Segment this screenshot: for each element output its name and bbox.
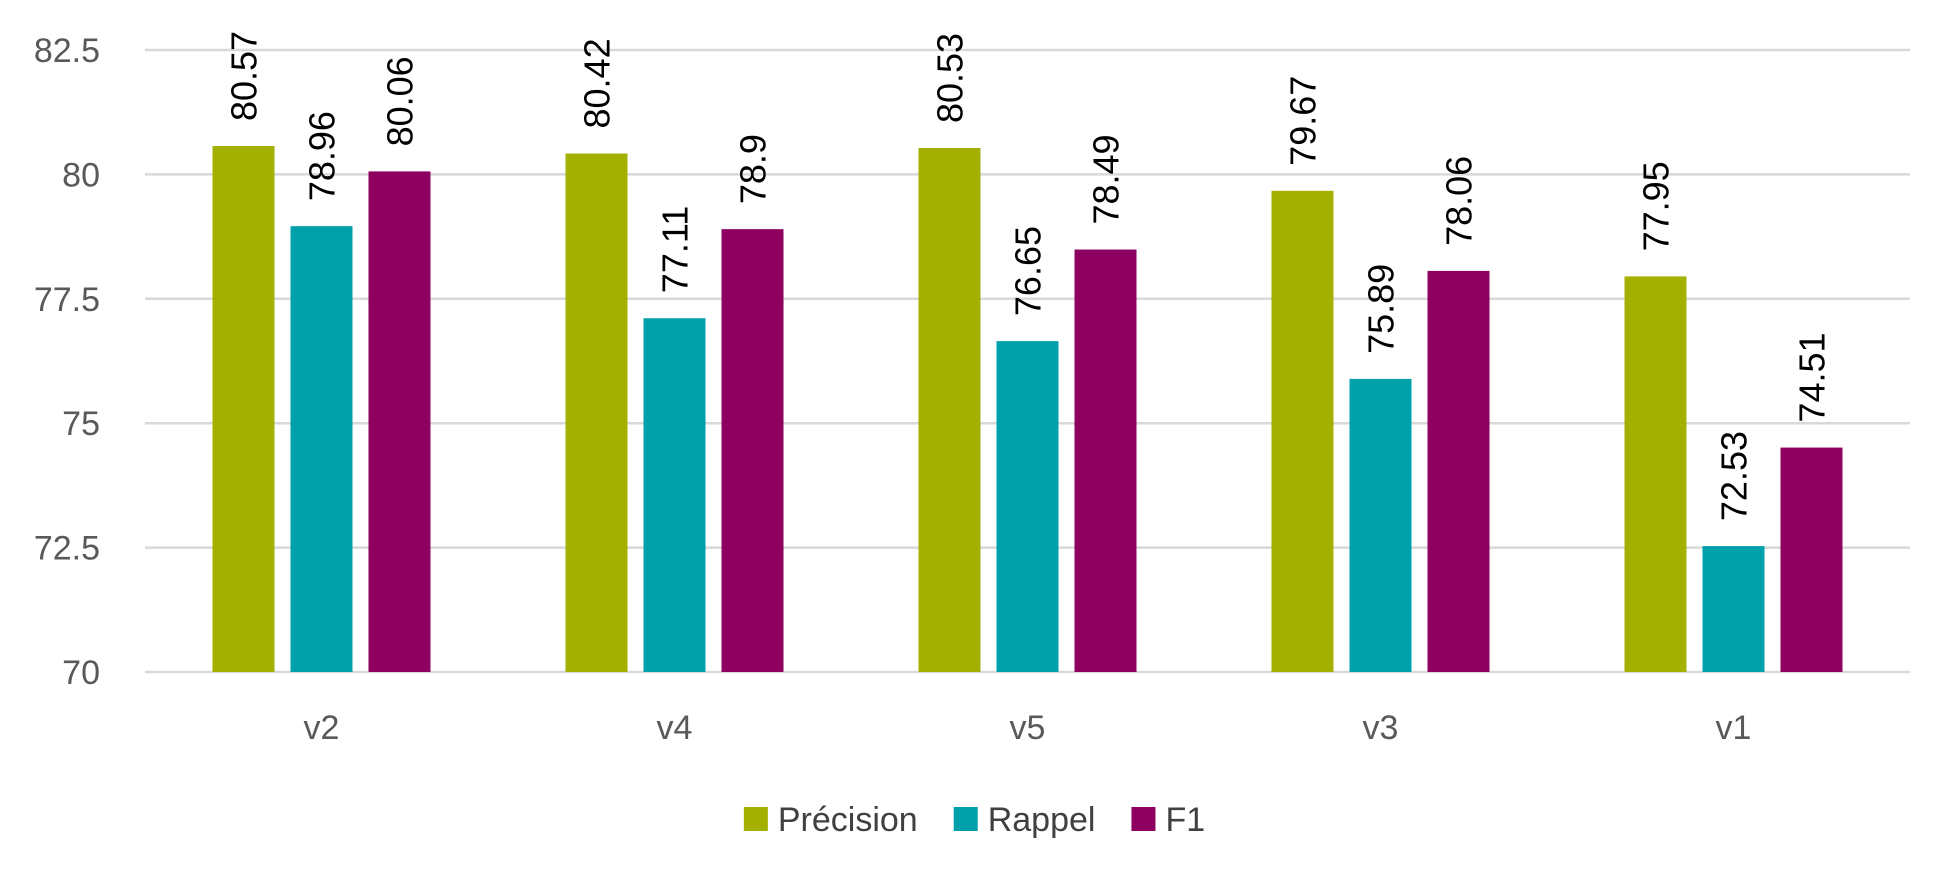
bar-f1-v3 bbox=[1427, 270, 1490, 672]
y-tick-label: 75 bbox=[62, 405, 100, 443]
legend-label-rappel: Rappel bbox=[988, 801, 1096, 839]
bar-precision-v2 bbox=[212, 146, 275, 672]
data-label-precision-v3: 79.67 bbox=[1283, 76, 1324, 166]
bar-rappel-v3 bbox=[1349, 378, 1412, 672]
data-label-precision-v1: 77.95 bbox=[1636, 161, 1677, 251]
data-label-rappel-v4: 77.11 bbox=[655, 206, 696, 293]
bar-precision-v1 bbox=[1624, 276, 1687, 672]
y-tick-label: 70 bbox=[62, 654, 100, 692]
bar-series bbox=[212, 146, 1843, 673]
data-label-precision-v4: 80.42 bbox=[577, 38, 618, 128]
data-label-rappel-v3: 75.89 bbox=[1361, 264, 1402, 354]
data-label-f1-v3: 78.06 bbox=[1439, 156, 1480, 246]
bar-precision-v3 bbox=[1271, 190, 1334, 672]
y-tick-label: 72.5 bbox=[34, 530, 100, 568]
legend-swatch-rappel bbox=[953, 807, 978, 831]
x-tick-label-v1: v1 bbox=[1716, 709, 1752, 747]
x-axis-category-labels: v2 v4 v5 v3 v1 bbox=[304, 709, 1752, 747]
data-label-rappel-v2: 78.96 bbox=[302, 111, 343, 201]
legend-item-rappel: Rappel bbox=[953, 801, 1096, 839]
y-axis-tick-labels: 70 72.5 75 77.5 80 82.5 bbox=[34, 32, 100, 692]
data-label-rappel-v5: 76.65 bbox=[1008, 226, 1049, 316]
legend-label-precision: Précision bbox=[778, 801, 918, 839]
y-tick-label: 80 bbox=[62, 156, 100, 194]
x-tick-label-v2: v2 bbox=[304, 709, 340, 747]
y-tick-label: 77.5 bbox=[34, 281, 100, 319]
bar-rappel-v1 bbox=[1702, 546, 1765, 672]
legend-swatch-precision bbox=[743, 807, 768, 831]
data-label-f1-v5: 78.49 bbox=[1086, 134, 1127, 224]
bar-precision-v4 bbox=[565, 153, 628, 672]
x-tick-label-v4: v4 bbox=[657, 709, 693, 747]
bar-rappel-v5 bbox=[996, 341, 1059, 672]
data-labels: 80.57 78.96 80.06 80.42 77.11 78.9 80.53 76.65 7… bbox=[224, 31, 1833, 521]
data-label-f1-v1: 74.51 bbox=[1792, 332, 1833, 422]
legend-item-precision: Précision bbox=[743, 801, 918, 839]
bar-f1-v5 bbox=[1074, 249, 1137, 672]
legend-label-f1: F1 bbox=[1165, 801, 1205, 839]
bar-precision-v5 bbox=[918, 148, 981, 672]
bar-f1-v2 bbox=[368, 171, 431, 672]
data-label-f1-v4: 78.9 bbox=[733, 134, 774, 204]
data-label-precision-v2: 80.57 bbox=[224, 31, 265, 121]
bar-rappel-v2 bbox=[290, 226, 353, 673]
legend: Précision Rappel F1 bbox=[743, 801, 1205, 839]
x-tick-label-v3: v3 bbox=[1363, 709, 1399, 747]
bar-rappel-v4 bbox=[643, 318, 706, 672]
data-label-f1-v2: 80.06 bbox=[380, 56, 421, 146]
legend-item-f1: F1 bbox=[1131, 801, 1205, 839]
data-label-rappel-v1: 72.53 bbox=[1714, 431, 1755, 521]
data-label-precision-v5: 80.53 bbox=[930, 33, 971, 123]
x-tick-label-v5: v5 bbox=[1010, 709, 1046, 747]
legend-swatch-f1 bbox=[1131, 807, 1156, 831]
bar-f1-v1 bbox=[1780, 447, 1843, 672]
y-tick-label: 82.5 bbox=[34, 32, 100, 70]
bar-f1-v4 bbox=[721, 229, 784, 673]
